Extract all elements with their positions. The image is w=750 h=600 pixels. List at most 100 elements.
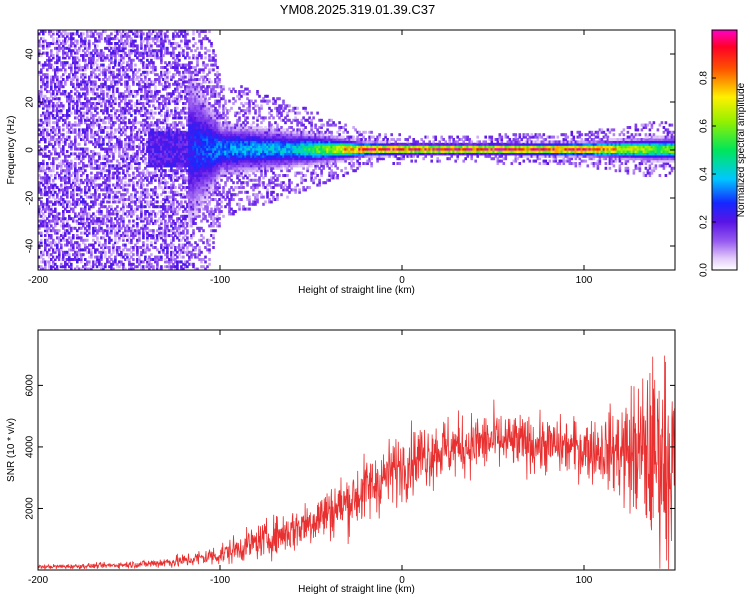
heatmap-cell bbox=[56, 85, 59, 89]
heatmap-cell bbox=[152, 236, 155, 240]
heatmap-cell bbox=[196, 171, 199, 175]
heatmap-cell bbox=[196, 92, 199, 96]
heatmap-cell bbox=[126, 87, 129, 91]
heatmap-cell bbox=[58, 140, 61, 144]
heatmap-cell bbox=[148, 147, 151, 151]
heatmap-cell bbox=[86, 267, 89, 270]
heatmap-cell bbox=[80, 238, 83, 242]
heatmap-cell bbox=[196, 126, 199, 129]
heatmap-cell bbox=[188, 63, 191, 67]
heatmap-cell bbox=[120, 106, 123, 110]
heatmap-cell bbox=[150, 200, 153, 204]
heatmap-cell bbox=[44, 94, 47, 98]
heatmap-cell bbox=[118, 190, 121, 194]
heatmap-cell bbox=[194, 193, 197, 197]
heatmap-cell bbox=[86, 181, 89, 185]
heatmap-cell bbox=[144, 226, 147, 230]
heatmap-cell bbox=[70, 217, 73, 221]
heatmap-cell bbox=[184, 243, 187, 247]
heatmap-cell bbox=[208, 238, 211, 242]
heatmap-cell bbox=[206, 164, 209, 168]
heatmap-cell bbox=[146, 202, 149, 206]
heatmap-cell bbox=[192, 207, 195, 211]
heatmap-cell bbox=[156, 130, 159, 134]
heatmap-cell bbox=[70, 246, 73, 249]
heatmap-cell bbox=[128, 106, 131, 110]
heatmap-cell bbox=[90, 176, 93, 180]
heatmap-cell bbox=[122, 222, 125, 225]
heatmap-cell bbox=[72, 236, 75, 240]
heatmap-cell bbox=[198, 159, 201, 163]
heatmap-cell bbox=[164, 260, 167, 264]
heatmap-cell bbox=[170, 241, 173, 245]
heatmap-cell bbox=[172, 145, 175, 149]
heatmap-cell bbox=[166, 37, 169, 41]
heatmap-cell bbox=[202, 164, 205, 168]
heatmap-cell bbox=[196, 226, 199, 230]
heatmap-cell bbox=[122, 106, 125, 110]
heatmap-cell bbox=[194, 267, 197, 270]
heatmap-cell bbox=[164, 241, 167, 245]
heatmap-cell bbox=[174, 231, 177, 235]
heatmap-cell bbox=[142, 198, 145, 201]
heatmap-cell bbox=[196, 138, 199, 141]
heatmap-cell bbox=[86, 130, 89, 134]
heatmap-cell bbox=[182, 226, 185, 230]
heatmap-cell bbox=[178, 128, 181, 132]
heatmap-cell bbox=[82, 106, 85, 110]
heatmap-cell bbox=[146, 92, 149, 96]
heatmap-cell bbox=[158, 229, 161, 233]
heatmap-cell bbox=[86, 99, 89, 103]
heatmap-cell bbox=[194, 133, 197, 137]
heatmap-cell bbox=[84, 111, 87, 115]
heatmap-cell bbox=[126, 42, 129, 45]
heatmap-cell bbox=[160, 214, 163, 218]
heatmap-cell bbox=[54, 176, 57, 180]
heatmap-cell bbox=[44, 171, 47, 175]
heatmap-cell bbox=[64, 181, 67, 185]
heatmap-cell bbox=[208, 202, 211, 206]
heatmap-cell bbox=[136, 44, 139, 48]
heatmap-cell bbox=[114, 207, 117, 211]
heatmap-cell bbox=[148, 32, 151, 36]
heatmap-cell bbox=[94, 106, 97, 110]
heatmap-cell bbox=[76, 66, 79, 69]
heatmap-cell bbox=[132, 159, 135, 163]
heatmap-cell bbox=[200, 133, 203, 137]
heatmap-cell bbox=[64, 30, 67, 33]
heatmap-cell bbox=[64, 260, 67, 264]
heatmap-cell bbox=[174, 186, 177, 189]
heatmap-cell bbox=[90, 219, 93, 223]
heatmap-cell bbox=[48, 219, 51, 223]
heatmap-cell bbox=[102, 58, 105, 62]
heatmap-cell bbox=[176, 231, 179, 235]
heatmap-cell bbox=[130, 210, 133, 213]
heatmap-cell bbox=[164, 128, 167, 132]
heatmap-cell bbox=[142, 49, 145, 53]
heatmap-cell bbox=[170, 229, 173, 233]
heatmap-cell bbox=[54, 157, 57, 161]
heatmap-cell bbox=[112, 87, 115, 91]
heatmap-cell bbox=[142, 106, 145, 110]
heatmap-cell bbox=[172, 190, 175, 194]
heatmap-cell bbox=[72, 85, 75, 89]
heatmap-cell bbox=[60, 152, 63, 156]
heatmap-cell bbox=[152, 164, 155, 168]
heatmap-cell bbox=[66, 181, 69, 185]
heatmap-cell bbox=[70, 207, 73, 211]
heatmap-cell bbox=[110, 176, 113, 180]
heatmap-cell bbox=[142, 118, 145, 122]
heatmap-cell bbox=[124, 140, 127, 144]
heatmap-cell bbox=[186, 178, 189, 182]
heatmap-cell bbox=[112, 267, 115, 270]
heatmap-cell bbox=[136, 150, 139, 153]
heatmap-cell bbox=[150, 128, 153, 132]
heatmap-cell bbox=[180, 109, 183, 113]
heatmap-cell bbox=[112, 154, 115, 158]
heatmap-cell bbox=[188, 46, 191, 50]
heatmap-cell bbox=[140, 253, 143, 257]
heatmap-cell bbox=[174, 82, 177, 86]
heatmap-cell bbox=[138, 198, 141, 201]
heatmap-cell bbox=[140, 217, 143, 221]
heatmap-cell bbox=[112, 49, 115, 53]
